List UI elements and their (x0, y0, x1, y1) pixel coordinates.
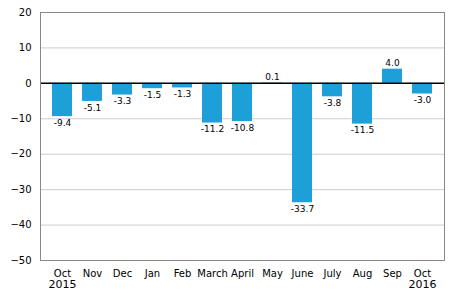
svg-text:4.0: 4.0 (385, 58, 400, 68)
svg-text:-9.4: -9.4 (54, 118, 72, 128)
svg-text:0: 0 (25, 78, 31, 89)
svg-text:−10: −10 (10, 113, 31, 124)
svg-text:July: July (323, 268, 342, 279)
svg-text:2016: 2016 (409, 278, 437, 291)
svg-text:2015: 2015 (49, 278, 77, 291)
svg-text:June: June (291, 268, 314, 279)
svg-text:−20: −20 (10, 148, 31, 159)
svg-text:-3.3: -3.3 (114, 96, 132, 106)
svg-text:Sep: Sep (383, 268, 402, 279)
svg-text:-11.5: -11.5 (351, 125, 374, 135)
svg-text:0.1: 0.1 (265, 72, 279, 82)
svg-text:March: March (197, 268, 227, 279)
svg-text:10: 10 (19, 42, 32, 53)
svg-text:-10.8: -10.8 (231, 123, 255, 133)
svg-text:−30: −30 (10, 184, 31, 195)
svg-text:-3.8: -3.8 (324, 98, 342, 108)
svg-text:−50: −50 (10, 255, 31, 266)
svg-text:May: May (262, 268, 283, 279)
svg-text:-5.1: -5.1 (84, 103, 102, 113)
svg-text:−40: −40 (10, 219, 31, 230)
svg-text:Jan: Jan (144, 268, 160, 279)
svg-text:Oct: Oct (414, 268, 431, 279)
svg-text:Aug: Aug (353, 268, 373, 279)
svg-text:20: 20 (19, 7, 32, 18)
svg-text:Feb: Feb (174, 268, 192, 279)
svg-text:-3.0: -3.0 (414, 95, 432, 105)
svg-text:-1.5: -1.5 (144, 90, 162, 100)
svg-text:-11.2: -11.2 (201, 124, 224, 134)
svg-text:Nov: Nov (83, 268, 103, 279)
svg-text:Dec: Dec (113, 268, 132, 279)
svg-text:April: April (231, 268, 254, 279)
svg-text:-1.3: -1.3 (174, 89, 192, 99)
svg-text:-33.7: -33.7 (291, 204, 314, 214)
svg-text:Oct: Oct (54, 268, 71, 279)
